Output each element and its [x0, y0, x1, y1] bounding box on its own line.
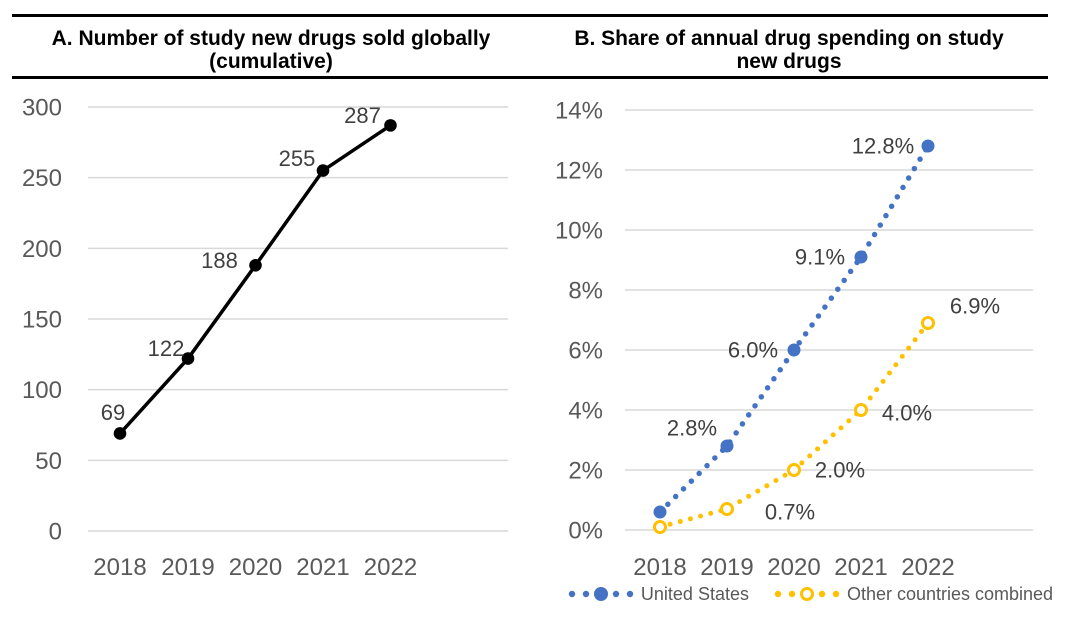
legend-item-other-countries: Other countries combined [773, 584, 1053, 605]
data-point [181, 352, 195, 365]
data-point [113, 427, 127, 440]
panel-b-title-line1: B. Share of annual drug spending on stud… [574, 27, 1004, 50]
data-label: 255 [279, 146, 316, 171]
data-point-other-countries [854, 403, 868, 417]
chart-b-legend: United States Other countries combined [540, 583, 1080, 605]
chart-a-cumulative-drugs: 0 50 100 150 200 250 300 2018 2019 2020 2021 2022 69… [22, 95, 508, 581]
data-point-united-states [854, 250, 868, 264]
y-tick-label: 0% [568, 518, 603, 545]
data-label: 4.0% [882, 401, 932, 426]
data-point-other-countries [921, 316, 935, 330]
data-label: 2.8% [667, 416, 717, 441]
legend-marker-united-states-dotted-icon [568, 587, 634, 601]
panel-a-title-line1: A. Number of study new drugs sold global… [51, 27, 491, 50]
figure-header: A. Number of study new drugs sold global… [12, 14, 1048, 79]
y-tick-label: 200 [22, 236, 62, 263]
data-label: 287 [344, 103, 381, 128]
x-tick-label: 2022 [364, 554, 417, 581]
series-line-united-states [657, 143, 931, 515]
legend-marker-other-countries-dotted-icon [774, 587, 840, 601]
x-tick-label: 2022 [901, 554, 954, 581]
y-tick-label: 250 [22, 165, 62, 192]
data-point [384, 119, 397, 132]
data-point-other-countries [787, 463, 801, 477]
data-label: 6.0% [728, 338, 778, 363]
data-label: 69 [101, 400, 125, 425]
chart-b-spending-share: 0% 2% 4% 6% 8% 10% 12% 14% 2018 2019 2020 2021 2022 2… [555, 98, 1033, 581]
legend-item-united-states: United States [567, 584, 749, 605]
data-label: 9.1% [795, 245, 845, 270]
x-tick-label: 2019 [700, 554, 753, 581]
x-tick-label: 2020 [229, 554, 282, 581]
data-label: 12.8% [852, 134, 914, 159]
x-tick-label: 2021 [834, 554, 887, 581]
panel-b-title-line2: new drugs [736, 50, 842, 73]
data-label: 188 [201, 248, 238, 273]
panel-a-title-line2: (cumulative) [209, 50, 333, 73]
data-point [316, 164, 330, 177]
y-tick-label: 0 [49, 519, 62, 546]
data-point-other-countries [653, 520, 667, 534]
data-point-united-states [921, 139, 935, 153]
y-tick-label: 10% [555, 218, 603, 245]
data-point-united-states [653, 505, 667, 519]
y-tick-label: 14% [555, 98, 603, 125]
y-tick-label: 300 [22, 95, 62, 122]
x-tick-label: 2019 [161, 554, 214, 581]
series-line-cumulative [118, 123, 392, 435]
y-tick-label: 4% [568, 398, 603, 425]
data-point [249, 258, 262, 272]
y-tick-label: 6% [568, 338, 603, 365]
x-tick-label: 2018 [93, 554, 146, 581]
data-label: 6.9% [950, 294, 1000, 319]
y-tick-label: 150 [22, 307, 62, 334]
data-label: 0.7% [765, 500, 815, 525]
y-tick-label: 2% [568, 458, 603, 485]
x-tick-label: 2021 [296, 554, 349, 581]
x-tick-label: 2018 [633, 554, 686, 581]
y-tick-label: 8% [568, 278, 603, 305]
data-label: 122 [148, 336, 185, 361]
x-tick-label: 2020 [767, 554, 820, 581]
data-point-united-states [787, 343, 801, 357]
y-tick-label: 12% [555, 158, 603, 185]
legend-label-other-countries: Other countries combined [846, 583, 1054, 604]
legend-label-united-states: United States [640, 583, 749, 604]
data-point-united-states [720, 439, 734, 453]
y-tick-label: 50 [35, 448, 62, 475]
y-tick-label: 100 [22, 377, 62, 404]
data-label: 2.0% [815, 458, 865, 483]
panel-a-title: A. Number of study new drugs sold global… [12, 17, 530, 76]
panel-b-title: B. Share of annual drug spending on stud… [530, 17, 1048, 76]
data-point-other-countries [720, 502, 734, 516]
